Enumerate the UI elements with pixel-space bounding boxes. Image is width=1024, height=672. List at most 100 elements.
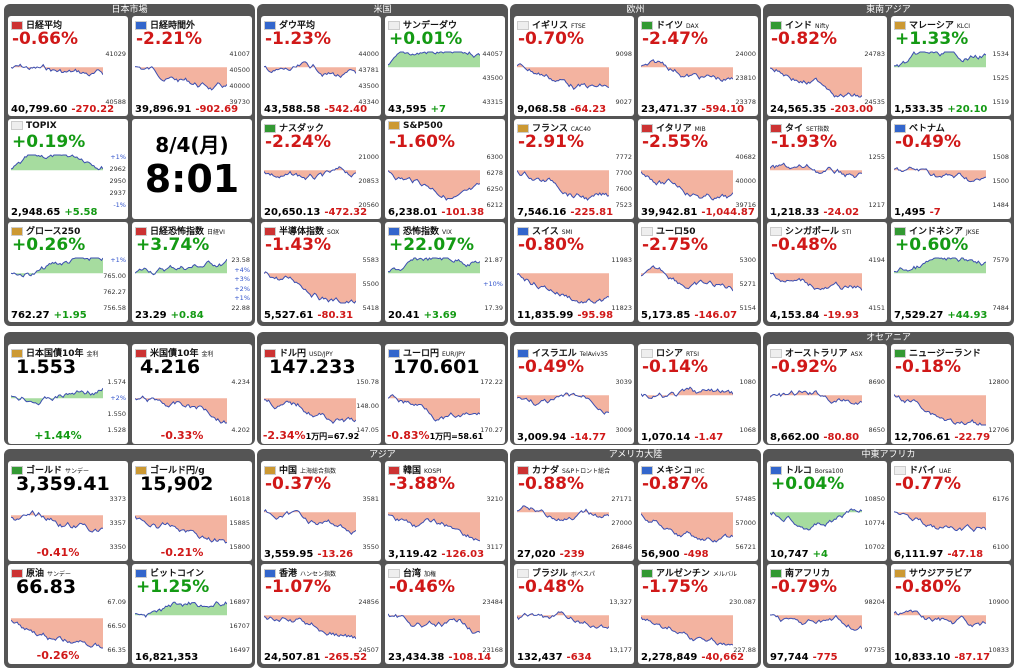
sparkline-area bbox=[388, 394, 480, 421]
tile-name: カナダ bbox=[532, 466, 560, 476]
footer-value: 6,111.97 bbox=[894, 549, 944, 560]
tile-name: 香港 bbox=[279, 569, 298, 579]
sparkline bbox=[388, 51, 480, 68]
tile-footer: 39,896.91 -902.69 bbox=[135, 104, 242, 115]
axis-label: 97735 bbox=[864, 646, 885, 654]
flag-icon bbox=[11, 569, 23, 578]
footer-value: 2,948.65 bbox=[11, 207, 61, 218]
tile-name: ダウ平均 bbox=[279, 21, 316, 31]
sparkline-line bbox=[770, 272, 862, 291]
sparkline bbox=[388, 512, 480, 542]
footer-value: 5,173.85 bbox=[641, 310, 691, 321]
footer-value: -7 bbox=[929, 207, 941, 218]
flag-icon bbox=[770, 569, 782, 578]
section-title: 欧州 bbox=[626, 5, 645, 15]
change-percent: -0.18% bbox=[895, 357, 962, 377]
footer-value: 56,900 bbox=[641, 549, 680, 560]
tile-header: インド Nifty bbox=[770, 18, 829, 31]
footer-value: 7,529.27 bbox=[894, 310, 944, 321]
axis-label: 40000 bbox=[229, 82, 250, 90]
sparkline-area bbox=[264, 61, 356, 78]
tile: インド Nifty -0.82% 24783 24535 24,565.35 -203.00 bbox=[767, 16, 887, 116]
sparkline-area bbox=[11, 618, 103, 648]
tile-name: 恐怖指数 bbox=[403, 227, 440, 237]
price: 147.233 bbox=[269, 356, 356, 378]
sparkline-area bbox=[11, 258, 103, 277]
sparkline bbox=[894, 51, 986, 68]
sparkline-area bbox=[135, 601, 227, 617]
axis-label: 43340 bbox=[358, 98, 379, 106]
tile-footer: 1,533.35 +20.10 bbox=[894, 104, 991, 115]
tile-sub: ハンセン指数 bbox=[300, 571, 337, 578]
sparkline-area bbox=[11, 155, 103, 171]
price: 3,359.41 bbox=[16, 473, 110, 495]
tile-header: イタリア MIB bbox=[641, 121, 706, 134]
footer-value: 24,565.35 bbox=[770, 104, 827, 115]
sparkline-line bbox=[894, 166, 986, 183]
tile-name: オーストラリア bbox=[785, 349, 848, 359]
tile-header: フランス CAC40 bbox=[517, 121, 591, 134]
tile-header: マレーシア KLCI bbox=[894, 18, 970, 31]
axis-label: 44000 bbox=[358, 50, 379, 58]
sparkline bbox=[11, 510, 103, 533]
sparkline-line bbox=[264, 166, 356, 181]
change-percent: +0.26% bbox=[12, 235, 86, 255]
sparkline-area bbox=[264, 509, 356, 535]
sparkline-area bbox=[135, 66, 227, 90]
axis-label: +4% bbox=[234, 265, 250, 274]
change-percent: +0.19% bbox=[12, 132, 86, 152]
tile-header: サンデーダウ bbox=[388, 18, 457, 31]
section: 日本国債10年 金利 1.553 1.574 +2% 1.550 1.528 +1.44% 米国… bbox=[4, 332, 255, 445]
flag-icon bbox=[388, 569, 400, 578]
sparkline bbox=[264, 398, 356, 425]
flag-icon bbox=[388, 227, 400, 236]
axis-label: 10833 bbox=[988, 646, 1009, 654]
flag-icon bbox=[388, 466, 400, 475]
tile-footer: 12,706.61 -22.79 bbox=[894, 432, 994, 443]
axis-label: 24000 bbox=[735, 50, 756, 58]
sparkline-line bbox=[264, 509, 356, 535]
tile-sub: KLCI bbox=[956, 23, 971, 30]
change-percent: +0.04% bbox=[771, 474, 845, 494]
sparkline-line bbox=[264, 399, 356, 425]
sparkline-line bbox=[11, 619, 103, 649]
tile-sub: サンデー bbox=[65, 468, 90, 475]
footer-value: 24,507.81 bbox=[264, 652, 321, 663]
sparkline bbox=[135, 66, 227, 91]
tile: 南アフリカ -0.79% 98204 97735 97,744 -775 bbox=[767, 564, 887, 664]
flag-icon bbox=[641, 349, 653, 358]
tile: ドバイ UAE -0.77% 6176 6100 6,111.97 -47.18 bbox=[891, 461, 1011, 561]
tile: 8/4(月) 8:01 bbox=[132, 119, 252, 219]
change-percent: -0.49% bbox=[518, 357, 585, 377]
footer-value: 8,662.00 bbox=[770, 432, 820, 443]
tile: トルコ Borsa100 +0.04% 10850 10774 10702 10,747 +4 bbox=[767, 461, 887, 561]
footer-value: -203.00 bbox=[830, 104, 874, 115]
change-percent: -1.93% bbox=[771, 132, 838, 152]
tile-name: TOPIX bbox=[26, 121, 57, 131]
tile: ゴールド円/g 15,902 16018 15885 15800 -0.21% bbox=[132, 461, 252, 561]
footer-value: -0.83% bbox=[386, 429, 430, 442]
tile-footer: 3,009.94 -14.77 bbox=[517, 432, 610, 443]
tile-header: タイ SET指数 bbox=[770, 121, 829, 134]
tile-footer: 6,238.01 -101.38 bbox=[388, 207, 488, 218]
axis-label: 1068 bbox=[739, 426, 756, 434]
section: 中東アフリカ トルコ Borsa100 +0.04% 10850 10774 10702 10… bbox=[763, 449, 1014, 668]
sparkline-area bbox=[641, 387, 733, 399]
tile-footer: 6,111.97 -47.18 bbox=[894, 549, 987, 560]
sparkline-line bbox=[135, 601, 227, 618]
footer-value: +20.10 bbox=[947, 104, 988, 115]
sparkline-area bbox=[641, 170, 733, 200]
axis-label: 147.05 bbox=[356, 426, 379, 434]
sparkline bbox=[770, 272, 862, 291]
tile-header: ドイツ DAX bbox=[641, 18, 699, 31]
axis-label: 5271 bbox=[739, 280, 756, 288]
axis-label: 6250 bbox=[486, 185, 503, 193]
tile-header: ユーロ円 EUR/JPY bbox=[388, 346, 465, 359]
flag-icon bbox=[135, 21, 147, 30]
flag-icon bbox=[264, 569, 276, 578]
tile-footer: 24,565.35 -203.00 bbox=[770, 104, 877, 115]
tile-header: ナスダック bbox=[264, 121, 324, 134]
sparkline-area bbox=[517, 611, 609, 629]
sparkline-area bbox=[641, 615, 733, 645]
axis-label: 43500 bbox=[482, 74, 503, 82]
